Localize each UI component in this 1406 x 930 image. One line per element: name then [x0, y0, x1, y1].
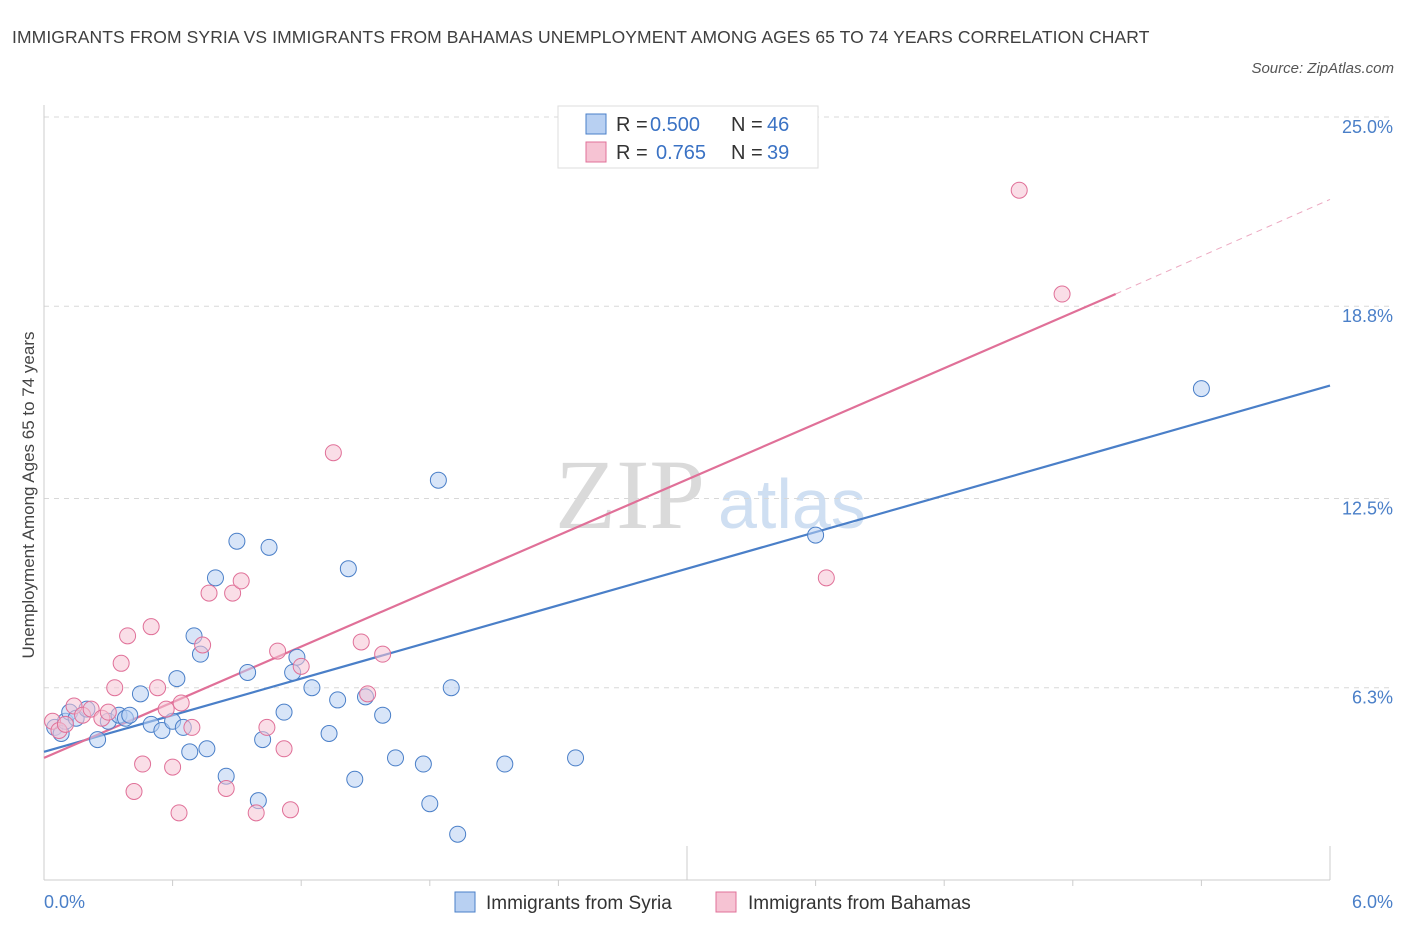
scatter-point — [429, 471, 447, 489]
scatter-point — [239, 663, 257, 681]
watermark-atlas: atlas — [718, 465, 866, 543]
scatter-point — [303, 679, 321, 697]
scatter-point — [125, 782, 143, 800]
scatter-point — [157, 700, 175, 718]
scatter-point — [112, 654, 130, 672]
bottom-legend-bahamas: Immigrants from Bahamas — [748, 893, 971, 914]
scatter-point — [134, 755, 152, 773]
scatter-point — [1053, 285, 1071, 303]
y-tick-labels: 6.3% 12.5% 18.8% 25.0% — [1342, 117, 1393, 708]
y-tick-label: 18.8% — [1342, 306, 1393, 326]
bottom-legend-swatch-syria — [454, 891, 476, 913]
legend-syria-n-value: 46 — [767, 114, 789, 136]
scatter-point — [374, 645, 392, 663]
scatter-point — [260, 538, 278, 556]
legend-syria-r-value: 0.500 — [650, 114, 700, 136]
scatter-point — [449, 825, 467, 843]
legend-bahamas-r-value: 0.765 — [656, 142, 706, 164]
legend-swatch-bahamas — [585, 141, 607, 163]
scatter-point — [149, 679, 167, 697]
scatter-point — [224, 584, 242, 602]
y-tick-label: 6.3% — [1352, 688, 1393, 708]
scatter-point — [206, 569, 224, 587]
scatter-point — [1010, 181, 1028, 199]
scatter-point — [198, 740, 216, 758]
trend-line — [43, 293, 1117, 759]
scatter-point — [1192, 380, 1210, 398]
scatter-point — [228, 532, 246, 550]
source-label: Source: ZipAtlas.com — [1251, 60, 1394, 77]
x-tick-label-max: 6.0% — [1352, 892, 1393, 912]
scatter-point — [414, 755, 432, 773]
scatter-point — [352, 633, 370, 651]
scatter-point — [346, 770, 364, 788]
bottom-legend-syria: Immigrants from Syria — [486, 893, 672, 914]
scatter-point — [172, 694, 190, 712]
scatter-point — [324, 444, 342, 462]
x-tick-label-min: 0.0% — [44, 892, 85, 912]
scatter-point — [142, 618, 160, 636]
scatter-point — [359, 685, 377, 703]
scatter-point — [183, 718, 201, 736]
scatter-point — [275, 740, 293, 758]
watermark-zip: ZIP — [555, 439, 705, 550]
scatter-point — [164, 758, 182, 776]
chart-title: IMMIGRANTS FROM SYRIA VS IMMIGRANTS FROM… — [12, 27, 1150, 47]
correlation-legend: R = 0.500 N = 46 R = 0.765 N = 39 — [557, 105, 819, 169]
scatter-point — [181, 743, 199, 761]
scatter-point — [56, 715, 74, 733]
scatter-point — [567, 749, 585, 767]
scatter-point — [817, 569, 835, 587]
scatter-point — [275, 703, 293, 721]
data-points — [44, 181, 1210, 843]
scatter-point — [106, 679, 124, 697]
scatter-point — [168, 670, 186, 688]
legend-bahamas-n-value: 39 — [767, 142, 789, 164]
scatter-point — [374, 706, 392, 724]
scatter-point — [131, 685, 149, 703]
legend-syria-r-label: R = — [616, 114, 648, 136]
grid-lines — [44, 116, 1393, 689]
y-tick-label: 12.5% — [1342, 499, 1393, 519]
scatter-point — [281, 801, 299, 819]
bottom-legend-swatch-bahamas — [715, 891, 737, 913]
scatter-point — [329, 691, 347, 709]
scatter-point — [247, 804, 265, 822]
scatter-point — [121, 706, 139, 724]
scatter-point — [258, 718, 276, 736]
trend-line — [43, 384, 1331, 753]
scatter-point — [194, 636, 212, 654]
scatter-point — [232, 572, 250, 590]
scatter-point — [496, 755, 514, 773]
scatter-point — [387, 749, 405, 767]
y-tick-label: 25.0% — [1342, 117, 1393, 137]
scatter-point — [269, 642, 287, 660]
scatter-point — [807, 526, 825, 544]
scatter-point — [421, 795, 439, 813]
y-axis-label: Unemployment Among Ages 65 to 74 years — [19, 332, 38, 659]
scatter-point — [217, 779, 235, 797]
scatter-point — [292, 657, 310, 675]
scatter-point — [320, 725, 338, 743]
scatter-point — [170, 804, 188, 822]
scatter-point — [339, 560, 357, 578]
legend-syria-n-label: N = — [731, 114, 763, 136]
scatter-point — [89, 731, 107, 749]
scatter-point — [99, 703, 117, 721]
legend-bahamas-r-label: R = — [616, 142, 648, 164]
scatter-point — [442, 679, 460, 697]
trend-line-extrapolated — [1115, 198, 1331, 295]
trend-lines — [43, 198, 1331, 759]
scatter-point — [119, 627, 137, 645]
legend-bahamas-n-label: N = — [731, 142, 763, 164]
legend-swatch-syria — [585, 113, 607, 135]
scatter-point — [200, 584, 218, 602]
series-legend: Immigrants from Syria Immigrants from Ba… — [454, 891, 971, 914]
